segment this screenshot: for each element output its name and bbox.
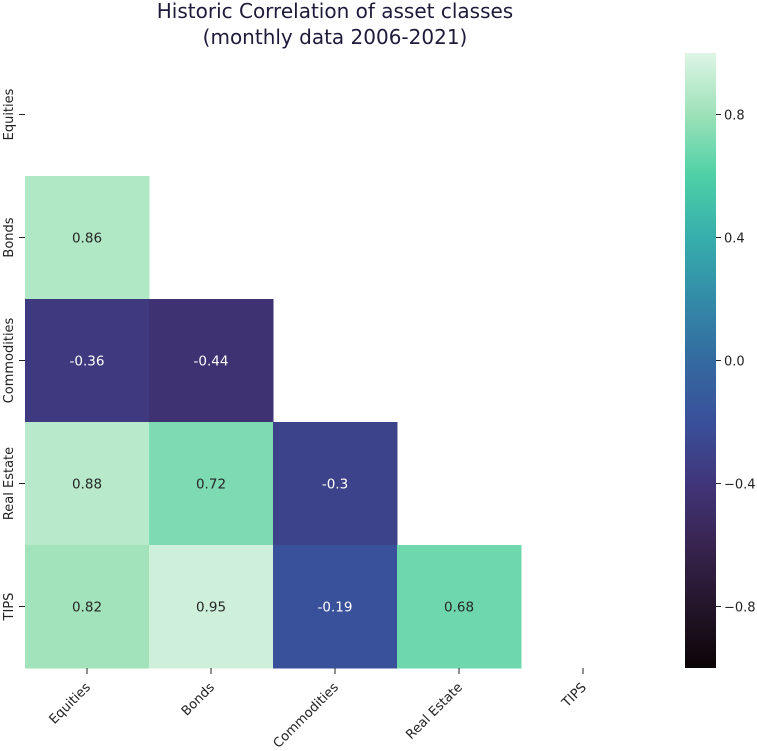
colorbar-tick-label: 0.4 [724, 232, 745, 247]
cell-value-label: -0.44 [194, 354, 229, 370]
cell-value-label: 0.72 [196, 477, 226, 493]
x-tick-label: Real Estate [403, 680, 465, 742]
cell-value-label: -0.19 [318, 600, 353, 616]
chart-title-line-2: (monthly data 2006-2021) [203, 25, 468, 49]
chart-title-line-1: Historic Correlation of asset classes [157, 0, 513, 23]
heatmap-cell [149, 299, 274, 423]
heatmap-cell [149, 545, 274, 669]
heatmap-cell [397, 545, 522, 669]
y-tick-label: Real Estate [2, 447, 17, 520]
heatmap-cell [25, 422, 150, 546]
x-tick-label: Bonds [179, 680, 218, 719]
cell-value-label: 0.86 [72, 231, 102, 247]
colorbar: 0.8 0.4 0.0 −0.4 −0.8 [685, 53, 756, 668]
heatmap-cell [273, 422, 398, 546]
colorbar-tick-label: −0.8 [724, 601, 756, 616]
y-tick-label: Equities [2, 88, 17, 140]
y-tick-label: Bonds [2, 217, 17, 257]
y-tick-label: TIPS [2, 593, 17, 622]
x-axis-ticks: Equities Bonds Commodities Real Estate TIPS [47, 668, 590, 751]
y-axis-ticks: Equities Bonds Commodities Real Estate TIPS [2, 88, 25, 621]
heatmap-cell [25, 545, 150, 669]
x-tick-label: TIPS [559, 680, 590, 711]
cell-value-label: 0.68 [444, 600, 474, 616]
colorbar-tick-label: 0.8 [724, 109, 745, 124]
heatmap-cell [25, 299, 150, 423]
cell-value-label: 0.95 [196, 600, 226, 616]
x-tick-label: Equities [47, 680, 94, 727]
x-tick-label: Commodities [271, 680, 342, 751]
cell-value-label: 0.82 [72, 600, 102, 616]
cell-value-label: -0.3 [322, 477, 348, 493]
cell-value-label: -0.36 [70, 354, 105, 370]
heatmap-cell [25, 176, 150, 300]
heatmap-cell [149, 422, 274, 546]
colorbar-tick-label: −0.4 [724, 478, 756, 493]
y-tick-label: Commodities [2, 317, 17, 403]
heatmap-cells: 0.86 -0.36 -0.44 0.88 0.72 -0.3 0.82 0.95 -0.19 0… [25, 176, 522, 669]
colorbar-gradient [685, 53, 716, 668]
cell-value-label: 0.88 [72, 477, 102, 493]
colorbar-tick-label: 0.0 [724, 355, 745, 370]
heatmap-cell [273, 545, 398, 669]
